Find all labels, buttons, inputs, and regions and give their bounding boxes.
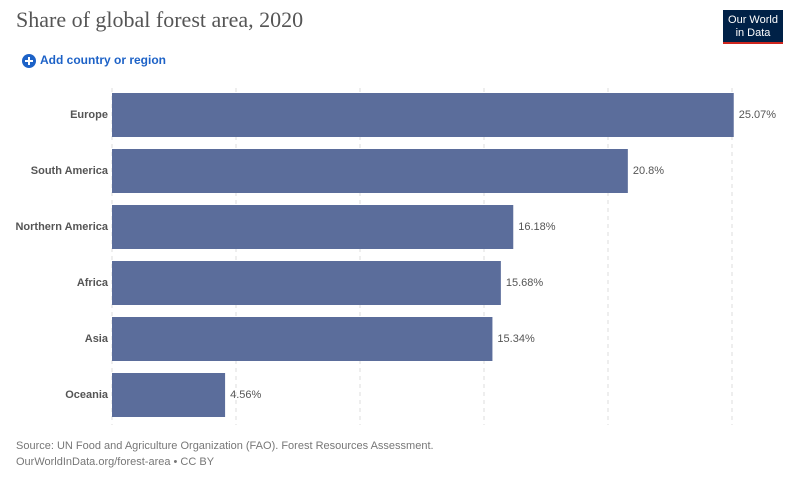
value-label: 4.56% [230,389,261,401]
value-label: 15.68% [506,277,544,289]
bar [112,261,501,305]
category-label: Africa [77,277,109,289]
value-label: 15.34% [497,333,535,345]
value-label: 20.8% [633,165,664,177]
logo-text: Our World [728,14,778,26]
logo[interactable]: Our World in Data [723,10,783,44]
bar [112,373,226,417]
bar [112,317,493,361]
bar [112,149,628,193]
bar [112,205,514,249]
value-label: 16.18% [518,221,556,233]
category-label: Europe [70,109,108,121]
bar [112,93,734,137]
logo-underline [723,42,783,44]
chart-title: Share of global forest area, 2020 [16,7,303,32]
category-label: Oceania [65,389,109,401]
add-button[interactable]: Add country or region [22,53,166,68]
logo-text: in Data [736,27,772,39]
source: Source: UN Food and Agriculture Organiza… [16,440,434,452]
logo-box [723,10,783,44]
category-label: South America [31,165,109,177]
footer-url: OurWorldInData.org/forest-area • CC BY [16,456,215,468]
add-button-label: Add country or region [40,53,166,67]
category-label: Northern America [15,221,108,233]
value-label: 25.07% [739,109,777,121]
add-icon-plus [25,57,33,65]
category-label: Asia [85,333,109,345]
